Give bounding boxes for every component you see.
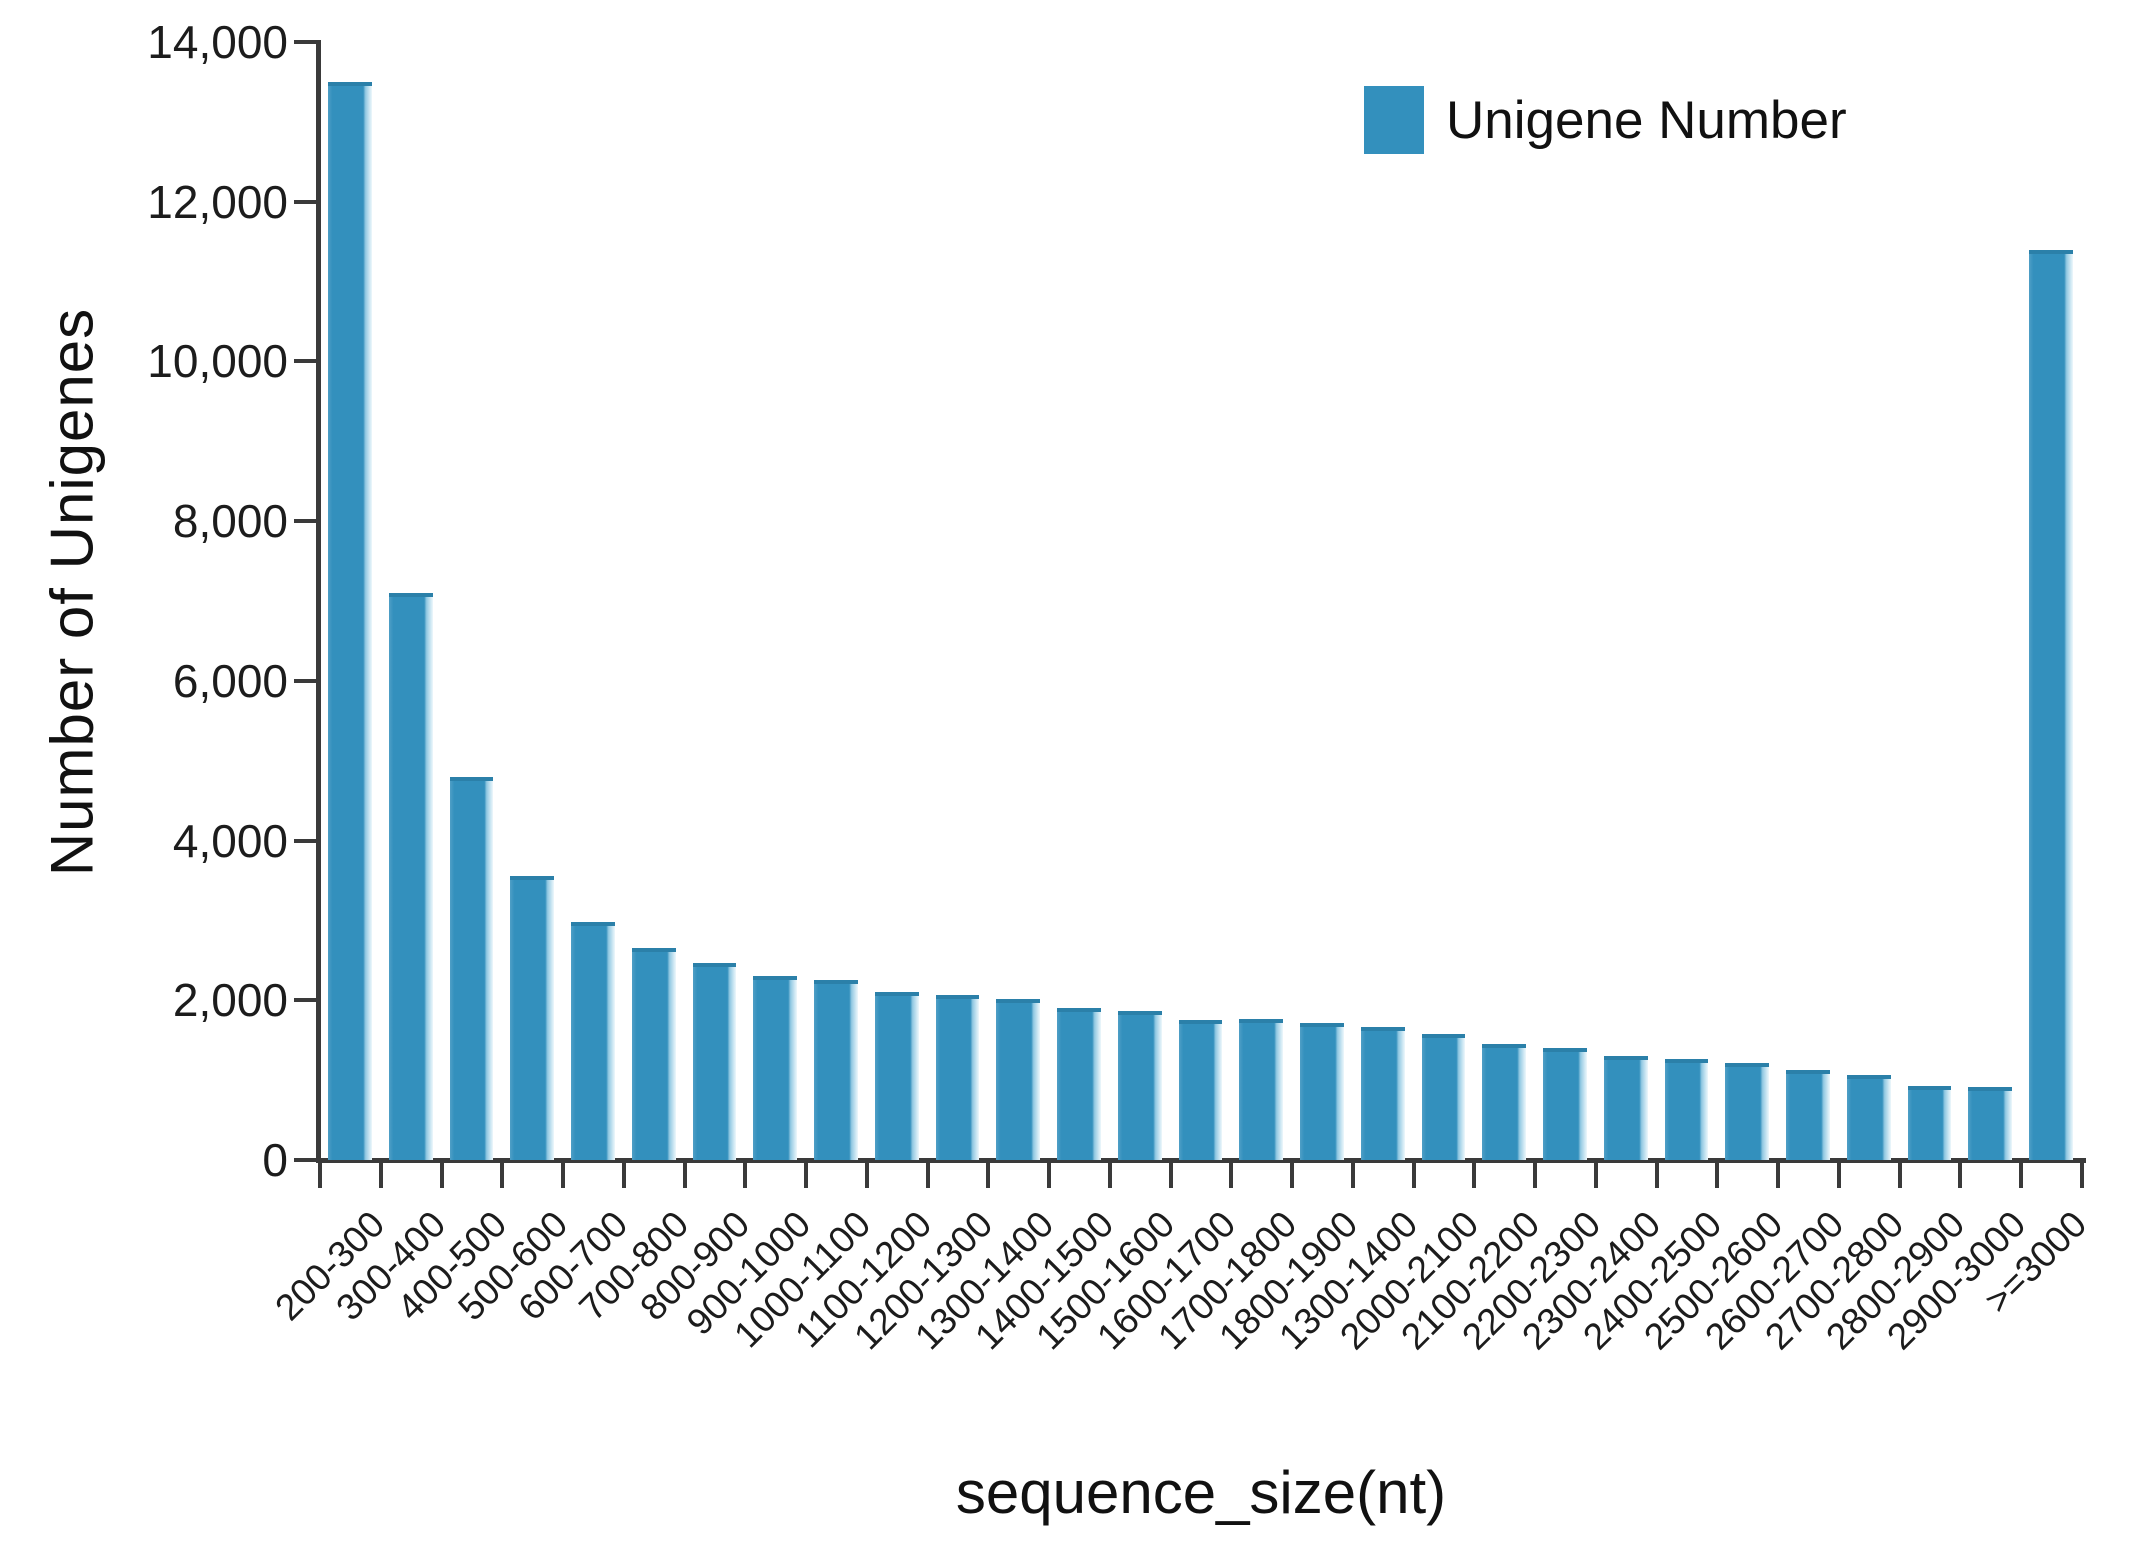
y-tick-label: 0	[262, 1134, 288, 1186]
bar	[1421, 1033, 1466, 1160]
x-tick	[1897, 1163, 1902, 1188]
x-axis-title: sequence_size(nt)	[955, 1459, 1447, 1526]
bar	[571, 922, 615, 1160]
x-tick	[500, 1163, 505, 1188]
bar	[1725, 1062, 1770, 1160]
x-tick	[1472, 1163, 1477, 1188]
x-tick	[1593, 1163, 1598, 1188]
x-tick	[561, 1163, 566, 1188]
bar	[1360, 1027, 1405, 1160]
x-tick	[1290, 1163, 1295, 1188]
y-tick-label: 6,000	[172, 654, 288, 707]
bar	[1178, 1020, 1223, 1160]
y-axis-title: Number of Unigenes	[38, 307, 106, 877]
y-tick-label: 8,000	[172, 495, 288, 548]
y-tick	[294, 199, 318, 204]
legend: Unigene Number	[1364, 86, 1847, 154]
bar	[935, 995, 980, 1160]
x-tick	[318, 1163, 322, 1188]
y-tick	[294, 519, 318, 524]
x-tick	[1229, 1163, 1234, 1188]
bar	[1603, 1056, 1648, 1160]
bar	[1907, 1085, 1952, 1160]
x-tick	[439, 1163, 444, 1188]
bar	[631, 948, 676, 1160]
x-tick	[1776, 1163, 1781, 1188]
x-axis-line	[316, 1158, 2086, 1163]
bar	[753, 976, 798, 1160]
bar	[1300, 1023, 1344, 1160]
x-tick	[864, 1163, 869, 1188]
bar	[449, 776, 494, 1160]
bar	[1482, 1044, 1527, 1160]
x-tick	[682, 1163, 687, 1188]
x-tick	[2080, 1163, 2084, 1188]
y-tick	[294, 359, 318, 364]
bar	[814, 980, 858, 1160]
y-tick-label: 2,000	[172, 974, 288, 1027]
bar	[1543, 1048, 1587, 1160]
x-tick	[1715, 1163, 1720, 1188]
bar	[692, 962, 737, 1160]
bar	[388, 593, 433, 1160]
x-tick	[1836, 1163, 1841, 1188]
bar	[1968, 1087, 2013, 1160]
x-tick	[1350, 1163, 1355, 1188]
legend-swatch	[1364, 86, 1424, 154]
x-tick	[1107, 1163, 1112, 1188]
bar	[996, 999, 1041, 1160]
x-tick	[1047, 1163, 1052, 1188]
bar	[1786, 1069, 1830, 1160]
bar	[328, 81, 372, 1160]
y-tick	[294, 998, 318, 1003]
legend-label: Unigene Number	[1446, 90, 1847, 150]
bar	[1117, 1011, 1162, 1160]
bar	[874, 992, 919, 1160]
x-tick	[378, 1163, 383, 1188]
y-tick	[294, 40, 318, 44]
x-tick	[1168, 1163, 1173, 1188]
x-tick	[1411, 1163, 1416, 1188]
y-tick	[294, 1158, 318, 1162]
x-tick	[925, 1163, 930, 1188]
y-axis-line	[316, 40, 321, 1163]
y-tick-label: 12,000	[147, 175, 288, 228]
x-tick	[2019, 1163, 2024, 1188]
y-tick	[294, 838, 318, 843]
bar	[1664, 1059, 1709, 1160]
bar	[1239, 1018, 1284, 1160]
x-tick	[621, 1163, 626, 1188]
bar	[510, 875, 555, 1160]
y-tick	[294, 678, 318, 683]
x-tick	[986, 1163, 991, 1188]
y-tick-label: 4,000	[172, 814, 288, 867]
bar	[1846, 1075, 1891, 1160]
y-tick-label: 10,000	[147, 335, 288, 388]
bar	[2029, 249, 2073, 1160]
x-tick	[804, 1163, 809, 1188]
x-tick	[743, 1163, 748, 1188]
x-tick	[1533, 1163, 1538, 1188]
x-tick	[1958, 1163, 1963, 1188]
bar	[1057, 1008, 1101, 1160]
x-tick	[1654, 1163, 1659, 1188]
y-tick-label: 14,000	[147, 16, 288, 68]
